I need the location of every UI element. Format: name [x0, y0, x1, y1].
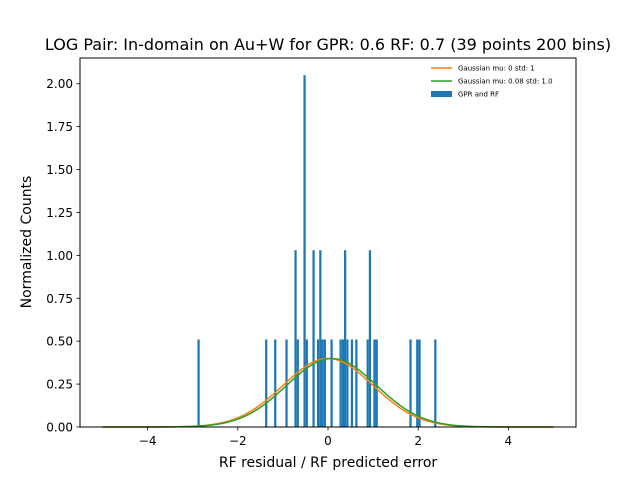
y-tick-label: 1.50: [46, 163, 73, 177]
y-axis-label: Normalized Counts: [19, 176, 35, 309]
histogram-bar: [346, 339, 349, 427]
y-tick-label: 0.75: [46, 292, 73, 306]
histogram-bar: [265, 339, 268, 427]
y-axis: 0.00 0.25 0.50 0.75 1.00 1.25 1.50 1.75 2.00: [46, 77, 80, 435]
histogram-bar: [368, 250, 372, 427]
x-tick-label: −4: [139, 434, 157, 448]
x-axis: −4 −2 0 2 4: [139, 427, 512, 448]
x-tick-label: 2: [414, 434, 422, 448]
histogram-bar: [434, 339, 437, 427]
histogram-bar: [418, 339, 421, 427]
histogram-bar: [375, 339, 378, 427]
histogram-bar: [355, 339, 358, 427]
y-tick-label: 1.25: [46, 206, 73, 220]
y-tick-label: 0.25: [46, 378, 73, 392]
histogram-bar: [416, 339, 419, 427]
x-tick-label: 0: [324, 434, 332, 448]
x-tick-label: 4: [505, 434, 513, 448]
histogram-bar: [305, 339, 308, 427]
histogram-bar: [350, 339, 354, 427]
histogram-bar: [285, 339, 288, 427]
histogram-bar: [312, 250, 315, 427]
legend-bar-swatch: [431, 91, 452, 97]
y-tick-label: 0.00: [46, 421, 73, 435]
histogram-bar: [321, 339, 324, 427]
histogram-bar: [316, 339, 320, 427]
histogram-bar: [303, 75, 306, 427]
x-tick-label: −2: [229, 434, 247, 448]
y-tick-label: 2.00: [46, 77, 73, 91]
histogram-bar: [339, 339, 342, 427]
histogram-bar: [366, 339, 369, 427]
histogram-bar: [323, 339, 326, 427]
legend: Gaussian mu: 0 std: 1 Gaussian mu: 0.08 s…: [431, 65, 553, 99]
chart-title: LOG Pair: In-domain on Au+W for GPR: 0.6…: [45, 35, 611, 54]
histogram-bar: [294, 250, 297, 427]
histogram-bar: [330, 339, 333, 427]
histogram-bar: [319, 250, 322, 427]
plot-background: [80, 58, 576, 427]
y-tick-label: 1.00: [46, 249, 73, 263]
legend-label: Gaussian mu: 0.08 std: 1.0: [458, 78, 553, 86]
y-tick-label: 0.50: [46, 335, 73, 349]
y-tick-label: 1.75: [46, 120, 73, 134]
histogram-bar: [341, 339, 344, 427]
legend-label: Gaussian mu: 0 std: 1: [458, 65, 535, 73]
histogram-bar: [409, 339, 412, 427]
histogram-bar: [197, 339, 200, 427]
histogram-bar: [296, 339, 299, 427]
plot-area: [79, 57, 577, 428]
histogram-bars: [197, 75, 437, 427]
x-axis-label: RF residual / RF predicted error: [219, 455, 438, 471]
histogram-bar: [274, 339, 277, 427]
legend-label: GPR and RF: [458, 91, 499, 99]
histogram-bar: [344, 250, 347, 427]
